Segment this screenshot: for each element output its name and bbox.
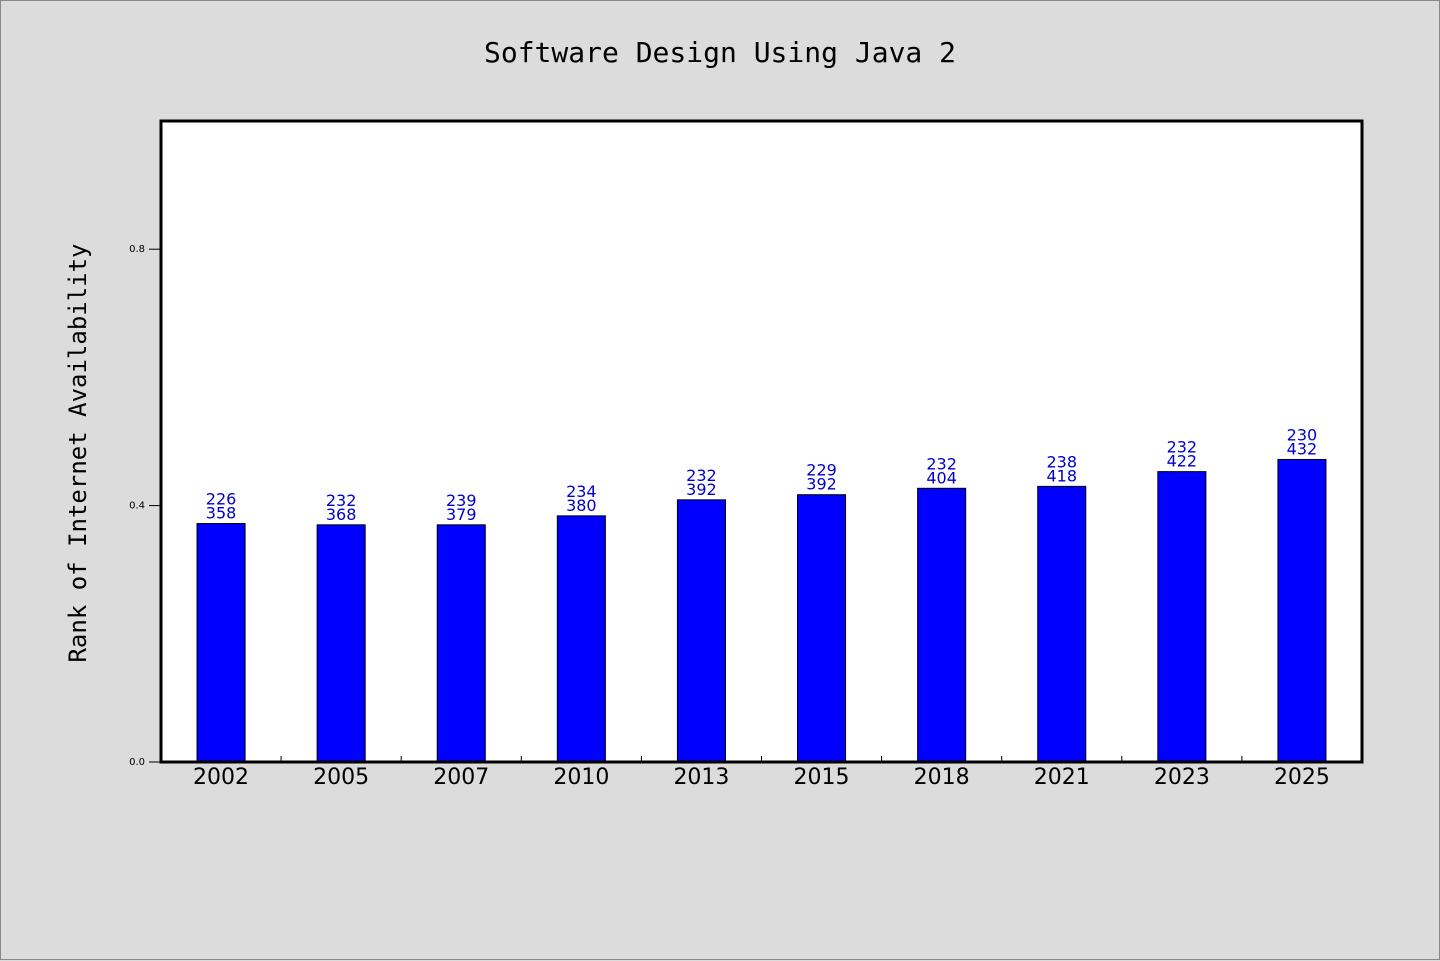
- x-tick-label-2021: 2021: [1034, 765, 1090, 790]
- data-label-bottom-2015: 392: [806, 475, 837, 494]
- x-tick-label-2025: 2025: [1274, 765, 1330, 790]
- y-tick-label: 0.8: [129, 244, 145, 255]
- plot-border: [159, 119, 1364, 764]
- bar-2013: [676, 499, 726, 763]
- chart-title: Software Design Using Java 2: [484, 36, 956, 69]
- bar-2015: [797, 494, 847, 763]
- x-tick-label-2007: 2007: [433, 765, 489, 790]
- x-tick-label-2023: 2023: [1154, 765, 1210, 790]
- data-label-top-2007: 239: [446, 491, 477, 510]
- data-label-top-2023: 232: [1167, 438, 1198, 457]
- y-tick-label: 0.0: [129, 757, 145, 768]
- bar-2007: [436, 524, 486, 763]
- bar-2023: [1157, 471, 1207, 763]
- bar-2005: [316, 524, 366, 763]
- y-axis: 0.0 0.4 0.8: [129, 244, 161, 768]
- data-label-bottom-2002: 358: [206, 504, 237, 523]
- x-tick-label-2015: 2015: [794, 765, 850, 790]
- data-label-bottom-2023: 422: [1167, 452, 1198, 471]
- data-label-top-2015: 229: [806, 461, 837, 480]
- x-tick-label-2013: 2013: [673, 765, 729, 790]
- data-label-top-2013: 232: [686, 466, 717, 485]
- x-axis: 2002 2005 2007 2010 2013 2015 2018 2021 2023 2025: [193, 756, 1330, 790]
- data-label-top-2021: 238: [1046, 452, 1077, 471]
- data-label-bottom-2013: 392: [686, 480, 717, 499]
- x-tick-label-2010: 2010: [553, 765, 609, 790]
- data-label-top-2002: 226: [206, 490, 237, 509]
- x-tick-label-2002: 2002: [193, 765, 249, 790]
- bar-2010: [556, 515, 606, 763]
- bar-2025: [1277, 458, 1327, 763]
- bar-2021: [1037, 485, 1087, 763]
- data-label-top-2010: 234: [566, 482, 597, 501]
- data-label-bottom-2005: 368: [326, 505, 357, 524]
- data-label-bottom-2018: 404: [926, 468, 957, 487]
- y-axis-label: Rank of Internet Availability: [64, 243, 92, 662]
- data-label-bottom-2007: 379: [446, 505, 477, 524]
- data-label-bottom-2025: 432: [1287, 439, 1318, 458]
- bars-group: [196, 458, 1327, 763]
- bar-2018: [917, 487, 967, 763]
- data-label-bottom-2021: 418: [1046, 466, 1077, 485]
- bar-2002: [196, 523, 246, 763]
- data-label-top-2025: 230: [1287, 425, 1318, 444]
- x-tick-label-2018: 2018: [914, 765, 970, 790]
- data-label-bottom-2010: 380: [566, 496, 597, 515]
- data-label-top-2005: 232: [326, 491, 357, 510]
- y-tick-label: 0.4: [129, 501, 145, 512]
- data-labels-group: 2263582323682393792343802323922293922324…: [206, 425, 1317, 523]
- data-label-top-2018: 232: [926, 454, 957, 473]
- x-tick-label-2005: 2005: [313, 765, 369, 790]
